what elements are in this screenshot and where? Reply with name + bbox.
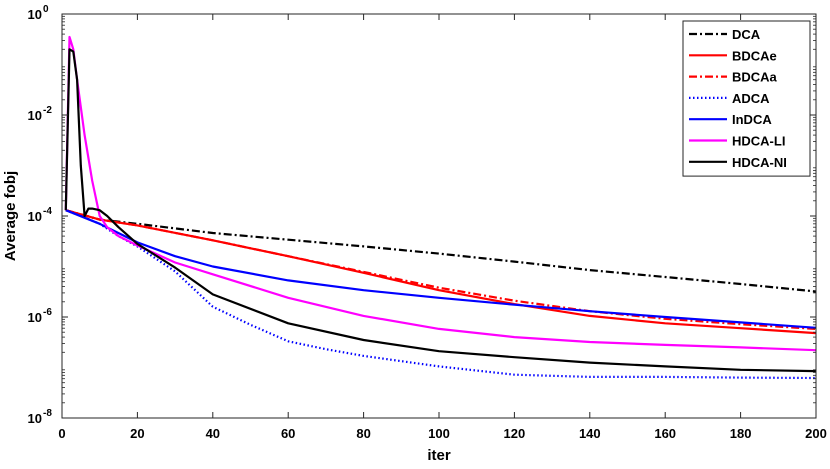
x-axis-title: iter bbox=[427, 447, 451, 464]
legend-label-hdca-li: HDCA-LI bbox=[732, 134, 785, 149]
y-tick-label: 10 bbox=[28, 411, 42, 426]
y-tick-exponent: 0 bbox=[43, 4, 49, 15]
y-tick-label: 10 bbox=[28, 7, 42, 22]
legend-box bbox=[682, 20, 811, 177]
legend-label-adca: ADCA bbox=[732, 91, 770, 106]
legend-label-indca: InDCA bbox=[732, 112, 772, 127]
y-tick-label: 10 bbox=[28, 310, 42, 325]
series-line-hdca-ni bbox=[64, 48, 816, 373]
x-tick-label: 200 bbox=[805, 426, 827, 441]
y-tick-exponent: -6 bbox=[43, 307, 52, 318]
x-tick-label: 140 bbox=[579, 426, 601, 441]
y-axis-title: Average fobj bbox=[2, 171, 19, 261]
x-tick-label: 20 bbox=[130, 426, 144, 441]
y-tick-label: 10 bbox=[28, 209, 42, 224]
series-line-bdcaa bbox=[65, 209, 816, 330]
x-tick-label: 160 bbox=[654, 426, 676, 441]
legend-label-hdca-ni: HDCA-NI bbox=[732, 155, 787, 170]
series-line-indca bbox=[65, 209, 816, 329]
series-line-dca bbox=[65, 209, 816, 293]
y-tick-exponent: -4 bbox=[43, 206, 52, 217]
y-tick-label: 10 bbox=[28, 108, 42, 123]
series-layer bbox=[64, 35, 816, 380]
legend-label-bdcaa: BDCAa bbox=[732, 70, 778, 85]
x-tick-label: 40 bbox=[206, 426, 220, 441]
x-tick-label: 120 bbox=[504, 426, 526, 441]
y-tick-exponent: -2 bbox=[43, 105, 52, 116]
x-tick-label: 60 bbox=[281, 426, 295, 441]
y-tick-exponent: -8 bbox=[43, 408, 52, 419]
legend-label-dca: DCA bbox=[732, 27, 761, 42]
x-tick-label: 100 bbox=[428, 426, 450, 441]
series-line-adca bbox=[65, 209, 816, 380]
legend-label-bdcae: BDCAe bbox=[732, 48, 777, 63]
x-tick-label: 180 bbox=[730, 426, 752, 441]
x-tick-label: 80 bbox=[356, 426, 370, 441]
legend: DCA BDCAe BDCAa ADCA InDCA HDCA-LI HDCA-NI bbox=[682, 20, 811, 177]
x-tick-label: 0 bbox=[58, 426, 65, 441]
